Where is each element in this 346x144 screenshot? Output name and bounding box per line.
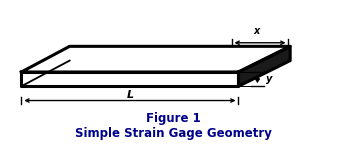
Text: Simple Strain Gage Geometry: Simple Strain Gage Geometry — [74, 127, 272, 140]
Polygon shape — [238, 46, 290, 86]
Text: L: L — [126, 90, 134, 100]
Text: Figure 1: Figure 1 — [146, 112, 200, 125]
Text: x: x — [253, 26, 260, 36]
Polygon shape — [21, 46, 290, 72]
Text: y: y — [266, 74, 272, 84]
Polygon shape — [21, 72, 238, 86]
